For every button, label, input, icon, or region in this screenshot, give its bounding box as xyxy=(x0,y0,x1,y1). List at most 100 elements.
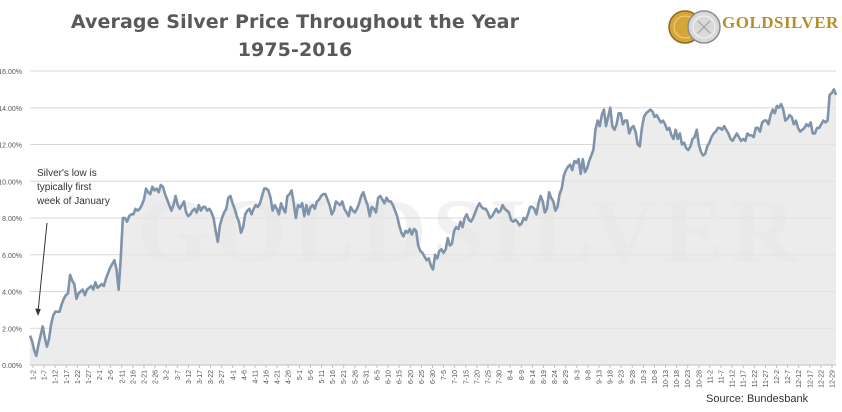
x-tick-label: 4-26 xyxy=(286,370,293,384)
y-tick-label: 0.00% xyxy=(2,363,22,370)
x-tick-label: 8-29 xyxy=(563,370,570,384)
x-tick-label: 11-22 xyxy=(752,370,759,387)
x-tick-label: 2-21 xyxy=(142,370,149,384)
annotation-text: Silver's low is xyxy=(37,168,97,179)
y-tick-label: 12.00% xyxy=(0,143,22,150)
x-tick-label: 5-31 xyxy=(363,370,370,384)
annotation-arrow xyxy=(37,222,48,313)
x-tick-label: 11-12 xyxy=(730,370,737,387)
x-tick-label: 7-25 xyxy=(486,370,493,384)
x-tick-label: 7-15 xyxy=(463,370,470,384)
x-tick-label: 11-27 xyxy=(763,370,770,387)
x-tick-label: 12-17 xyxy=(807,370,814,388)
x-tick-label: 11-2 xyxy=(707,370,714,384)
x-tick-label: 5-6 xyxy=(308,370,315,380)
logo-text: GOLDSILVER xyxy=(722,13,839,32)
x-tick-label: 12-29 xyxy=(830,370,837,388)
x-tick-label: 4-16 xyxy=(264,370,271,384)
y-tick-label: 14.00% xyxy=(0,106,22,113)
x-tick-label: 2-11 xyxy=(119,370,126,384)
y-tick-label: 4.00% xyxy=(2,290,22,297)
y-axis-ticks: 0.00% 2.00% 4.00% 6.00% 8.00% 10.00% 12.00% 14.… xyxy=(0,69,22,370)
x-tick-label: 5-21 xyxy=(341,370,348,384)
x-tick-label: 9-23 xyxy=(619,370,626,384)
x-tick-label: 9-3 xyxy=(574,370,581,380)
x-tick-label: 9-8 xyxy=(585,370,592,380)
x-tick-label: 12-2 xyxy=(774,370,781,384)
x-tick-label: 10-8 xyxy=(652,370,659,384)
x-tick-label: 1-17 xyxy=(64,370,71,384)
y-tick-label: 10.00% xyxy=(0,179,22,186)
x-tick-label: 2-6 xyxy=(108,370,115,380)
series-line xyxy=(28,88,838,358)
x-tick-label: 3-17 xyxy=(197,370,204,384)
source-note: Source: Bundesbank xyxy=(706,393,809,405)
chart-title: Average Silver Price Throughout the Year xyxy=(70,11,520,33)
x-tick-label: 12-12 xyxy=(796,370,803,388)
x-tick-label: 7-10 xyxy=(452,370,459,384)
x-tick-label: 9-13 xyxy=(597,370,604,384)
chart-subtitle: 1975-2016 xyxy=(237,39,353,61)
x-tick-label: 6-10 xyxy=(386,370,393,384)
x-tick-label: 5-16 xyxy=(330,370,337,384)
x-tick-label: 7-5 xyxy=(441,370,448,380)
x-tick-label: 6-30 xyxy=(430,370,437,384)
y-tick-label: 6.00% xyxy=(2,253,22,260)
x-tick-label: 3-12 xyxy=(186,370,193,384)
x-tick-label: 1-7 xyxy=(42,370,49,380)
x-tick-label: 6-25 xyxy=(419,370,426,384)
x-tick-label: 1-27 xyxy=(86,370,93,384)
x-tick-label: 9-28 xyxy=(630,370,637,384)
x-tick-label: 9-18 xyxy=(608,370,615,384)
annotation-text: week of January xyxy=(36,196,110,207)
x-tick-label: 4-21 xyxy=(275,370,282,384)
x-tick-label: 4-1 xyxy=(230,370,237,380)
x-tick-label: 4-6 xyxy=(241,370,248,380)
x-tick-label: 12-22 xyxy=(818,370,825,388)
x-tick-label: 10-3 xyxy=(641,370,648,384)
y-tick-label: 16.00% xyxy=(0,69,22,76)
x-tick-label: 8-4 xyxy=(508,370,515,380)
x-tick-label: 2-26 xyxy=(153,370,160,384)
x-tick-label: 3-27 xyxy=(219,370,226,384)
x-tick-label: 5-11 xyxy=(319,370,326,384)
x-tick-label: 8-9 xyxy=(519,370,526,380)
gold-silver-coins-icon xyxy=(668,10,721,44)
x-tick-label: 11-17 xyxy=(741,370,748,387)
annotation-arrowhead xyxy=(35,308,41,316)
x-tick-label: 3-22 xyxy=(208,370,215,384)
x-axis-ticks: 1-2 1-7 1-12 1-17 1-22 1-27 2-1 2-6 2-11 2-16 2-21… xyxy=(31,365,837,388)
x-tick-label: 3-2 xyxy=(164,370,171,380)
x-tick-label: 8-19 xyxy=(541,370,548,384)
x-tick-label: 7-30 xyxy=(497,370,504,384)
y-tick-label: 2.00% xyxy=(2,326,22,333)
x-tick-label: 3-7 xyxy=(175,370,182,380)
x-tick-label: 10-18 xyxy=(674,370,681,388)
x-tick-label: 6-15 xyxy=(397,370,404,384)
x-tick-label: 1-2 xyxy=(31,370,38,380)
annotation: Silver's low is typically first week of Ja… xyxy=(35,168,110,316)
x-tick-label: 5-26 xyxy=(352,370,359,384)
x-tick-label: 4-11 xyxy=(252,370,259,384)
x-tick-label: 8-24 xyxy=(552,370,559,384)
x-tick-label: 2-16 xyxy=(130,370,137,384)
x-tick-label: 1-12 xyxy=(53,370,60,384)
x-tick-label: 8-14 xyxy=(530,370,537,384)
annotation-text: typically first xyxy=(37,182,92,193)
x-tick-label: 12-7 xyxy=(785,370,792,384)
x-tick-label: 5-1 xyxy=(297,370,304,380)
x-tick-label: 10-13 xyxy=(663,370,670,388)
logo-wordmark: GOLDSILVER xyxy=(722,13,839,33)
area-fill xyxy=(30,89,836,365)
x-tick-label: 7-20 xyxy=(474,370,481,384)
x-tick-label: 11-7 xyxy=(719,370,726,384)
goldsilver-logo xyxy=(668,8,838,46)
x-tick-label: 10-28 xyxy=(696,370,703,388)
x-tick-label: 6-20 xyxy=(408,370,415,384)
x-tick-label: 1-22 xyxy=(75,370,82,384)
x-tick-label: 2-1 xyxy=(97,370,104,380)
x-tick-label: 10-23 xyxy=(685,370,692,388)
y-tick-label: 8.00% xyxy=(2,216,22,223)
